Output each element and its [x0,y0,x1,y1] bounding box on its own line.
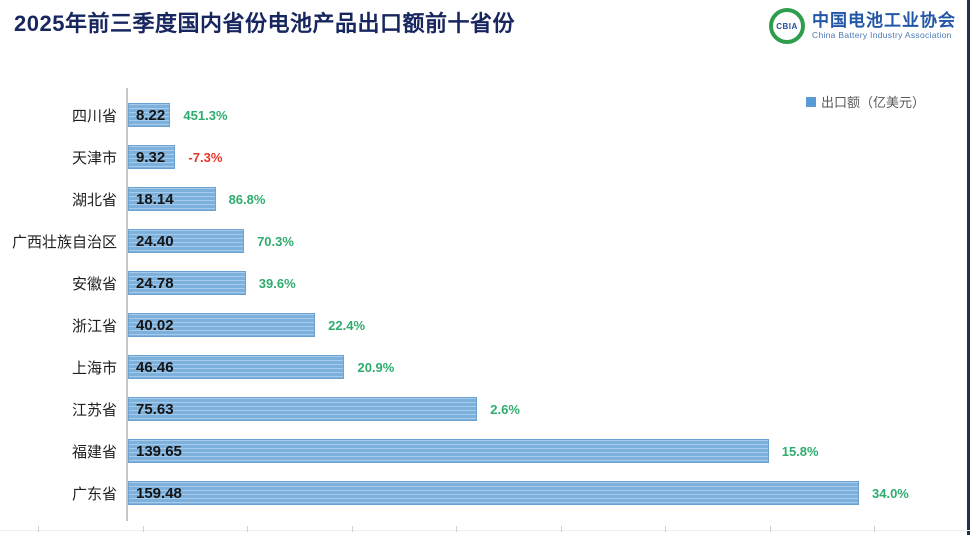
bar: 24.40 [128,229,245,253]
bottom-axis-tick [770,526,771,532]
category-label: 广东省 [71,485,117,503]
chart-row: 福建省 139.65 15.8% [0,430,960,472]
bar: 8.22 [128,103,171,127]
right-accent-strip [967,0,970,535]
growth-label: 2.6% [490,401,520,417]
chart-row: 浙江省 40.02 22.4% [0,304,960,346]
bar: 75.63 [128,397,478,421]
logo-name-en: China Battery Industry Association [812,29,952,40]
category-label: 天津市 [71,149,117,167]
bottom-axis-tick [38,526,39,532]
legend: 出口额（亿美元） [806,92,925,111]
category-label: 安徽省 [71,275,117,293]
cbia-logo-letters: CBIA [776,21,798,31]
cbia-logo-icon: CBIA [769,8,805,44]
bar-track: 9.32 -7.3% [128,145,960,169]
bar-value-label: 40.02 [136,316,174,334]
bar: 40.02 [128,313,316,337]
chart-row: 安徽省 24.78 39.6% [0,262,960,304]
bottom-axis-tick [456,526,457,532]
bar: 159.48 [128,481,859,505]
category-label: 浙江省 [71,317,117,335]
category-label: 四川省 [71,107,117,125]
category-label: 广西壮族自治区 [11,233,117,251]
category-label: 福建省 [71,443,117,461]
bottom-axis-tick [352,526,353,532]
bottom-axis-tick [143,526,144,532]
chart-row: 江苏省 75.63 2.6% [0,388,960,430]
bottom-axis [0,525,970,535]
bar-track: 40.02 22.4% [128,313,960,337]
growth-label: 451.3% [183,107,228,123]
legend-marker-swatch [806,96,816,107]
bar-chart: 四川省 8.22 451.3% 天津市 9.32 -7.3% 湖北省 18.14 86.8% 广西… [0,94,960,514]
bar-track: 24.78 39.6% [128,271,960,295]
growth-label: 20.9% [357,359,395,375]
bar-value-label: 139.65 [136,442,182,460]
bottom-axis-tick [665,526,666,532]
category-label: 上海市 [71,359,117,377]
org-logo: CBIA 中国电池工业协会 China Battery Industry Ass… [769,8,956,44]
logo-name-zh: 中国电池工业协会 [812,11,956,31]
bar-value-label: 9.32 [136,148,166,166]
bar-value-label: 46.46 [136,358,174,376]
bar-value-label: 18.14 [136,190,174,208]
bottom-axis-tick [561,526,562,532]
category-label: 湖北省 [71,191,117,209]
category-label: 江苏省 [71,401,117,419]
bar-track: 159.48 34.0% [128,481,960,505]
bar-value-label: 159.48 [136,484,182,502]
growth-label: 34.0% [872,485,909,501]
logo-names: 中国电池工业协会 China Battery Industry Associat… [812,11,956,40]
chart-row: 上海市 46.46 20.9% [0,346,960,388]
bar: 9.32 [128,145,176,169]
chart-row: 湖北省 18.14 86.8% [0,178,960,220]
bottom-axis-tick [247,526,248,532]
bottom-axis-tick [874,526,875,532]
page-title: 2025年前三季度国内省份电池产品出口额前十省份 [14,11,515,36]
legend-label: 出口额（亿美元） [821,95,926,110]
chart-row: 广东省 159.48 34.0% [0,472,960,514]
chart-row: 天津市 9.32 -7.3% [0,136,960,178]
bar-track: 46.46 20.9% [128,355,960,379]
y-axis-line [126,88,128,521]
growth-label: 86.8% [228,191,266,207]
bar-track: 139.65 15.8% [128,439,960,463]
growth-label: 39.6% [258,275,296,291]
bar-value-label: 24.78 [136,274,174,292]
bar: 24.78 [128,271,246,295]
growth-label: 15.8% [781,443,819,459]
growth-label: 70.3% [257,233,294,249]
bar: 139.65 [128,439,769,463]
bar: 18.14 [128,187,216,211]
bar-value-label: 24.40 [136,232,174,250]
bar-value-label: 8.22 [136,106,166,124]
bar-track: 24.40 70.3% [128,229,960,253]
bottom-axis-line [0,530,970,531]
growth-label: -7.3% [188,149,223,165]
bar-value-label: 75.63 [136,400,174,418]
bar-track: 18.14 86.8% [128,187,960,211]
bar-track: 8.22 451.3% [128,103,960,127]
bar: 46.46 [128,355,345,379]
bar-track: 75.63 2.6% [128,397,960,421]
chart-row: 四川省 8.22 451.3% [0,94,960,136]
growth-label: 22.4% [328,317,366,333]
chart-row: 广西壮族自治区 24.40 70.3% [0,220,960,262]
